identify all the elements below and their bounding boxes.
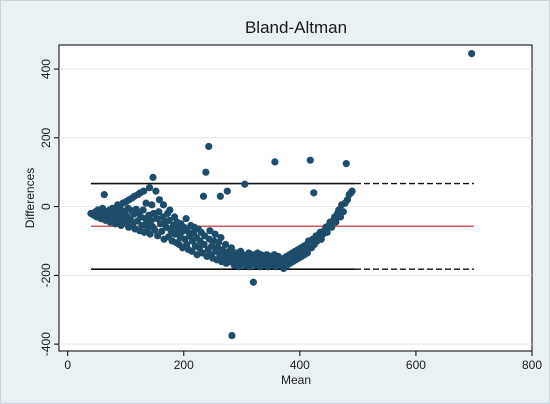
- data-point: [152, 187, 160, 195]
- x-tick-label: 400: [290, 358, 310, 372]
- data-point: [216, 192, 224, 200]
- data-point: [142, 199, 150, 207]
- data-point: [202, 168, 210, 176]
- data-point: [217, 233, 225, 242]
- data-point: [151, 226, 159, 234]
- reference-lines: [90, 182, 474, 270]
- data-point: [149, 173, 157, 181]
- data-point: [332, 218, 340, 226]
- data-point: [211, 230, 219, 238]
- data-point: [146, 230, 154, 238]
- data-point: [227, 244, 235, 252]
- data-point: [166, 206, 174, 214]
- chart-title: Bland-Altman: [245, 18, 347, 37]
- data-point: [468, 49, 476, 58]
- data-point: [249, 278, 258, 286]
- data-point: [223, 187, 231, 195]
- data-points: [87, 49, 476, 340]
- y-axis-title: Differences: [23, 168, 37, 228]
- x-tick-label: 0: [64, 358, 71, 372]
- data-point: [348, 187, 356, 195]
- data-point: [140, 187, 148, 195]
- data-point: [328, 223, 336, 231]
- data-point: [148, 201, 156, 209]
- data-point: [199, 192, 208, 200]
- data-point: [306, 156, 314, 164]
- data-point: [182, 215, 190, 223]
- y-tick-label: 200: [39, 127, 53, 147]
- data-point: [310, 189, 318, 197]
- y-tick-label: 0: [39, 203, 53, 210]
- data-point: [145, 184, 154, 192]
- data-point: [153, 215, 161, 223]
- y-axis-ticks: -400 -200 0 200 400: [39, 59, 59, 356]
- data-point: [221, 240, 230, 249]
- data-point: [165, 216, 173, 224]
- data-point: [206, 227, 214, 235]
- data-point: [228, 331, 236, 340]
- x-axis-ticks: 0 200 400 600 800: [64, 351, 542, 372]
- x-tick-label: 600: [406, 358, 426, 372]
- data-point: [100, 190, 108, 199]
- data-point: [155, 196, 164, 204]
- data-point: [139, 206, 147, 214]
- data-point: [158, 227, 166, 235]
- data-point: [188, 247, 196, 255]
- x-tick-label: 200: [174, 358, 194, 372]
- data-point: [147, 216, 155, 224]
- data-point: [241, 180, 249, 188]
- data-point: [155, 208, 163, 216]
- data-point: [303, 249, 311, 257]
- y-tick-label: 400: [39, 59, 53, 79]
- data-point: [205, 142, 213, 151]
- data-point: [271, 158, 279, 166]
- data-point: [200, 240, 208, 249]
- data-point: [323, 228, 331, 236]
- data-point: [339, 208, 347, 216]
- data-point: [159, 201, 168, 209]
- y-tick-label: -400: [39, 332, 53, 356]
- y-tick-label: -200: [39, 263, 53, 287]
- x-tick-label: 800: [522, 358, 542, 372]
- data-point: [342, 160, 350, 168]
- x-axis-title: Mean: [281, 373, 311, 387]
